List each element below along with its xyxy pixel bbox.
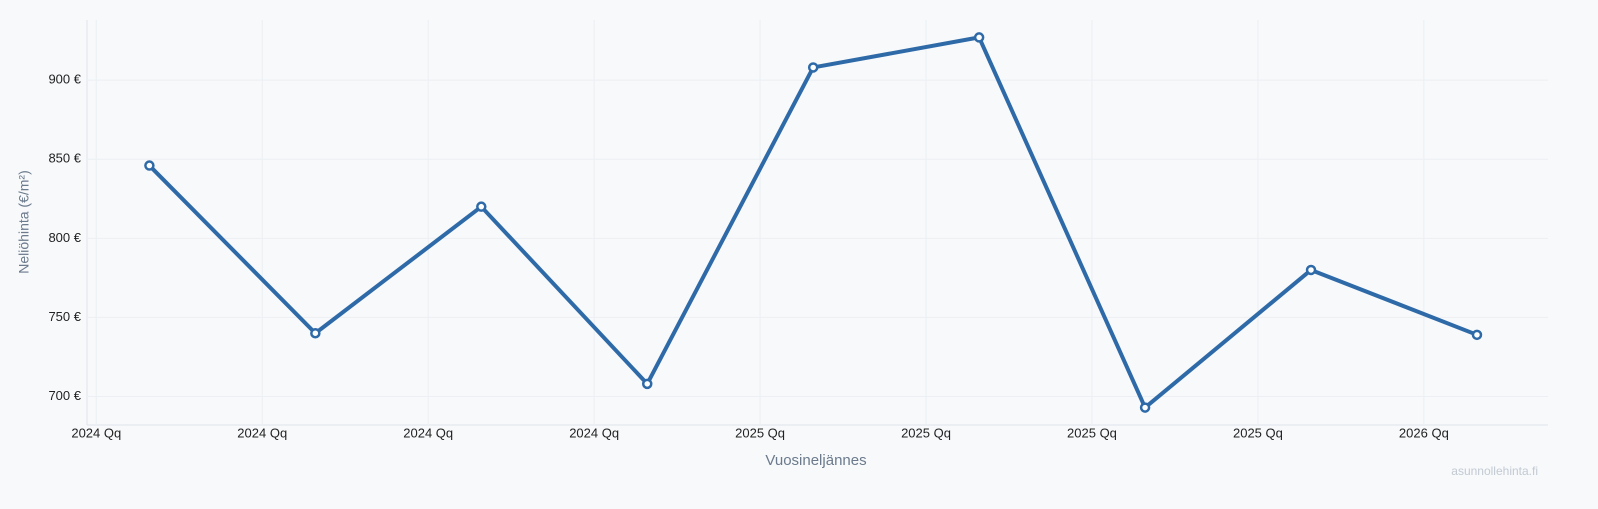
watermark: asunnollehinta.fi: [1451, 464, 1538, 478]
x-tick-label: 2024 Qq: [237, 425, 287, 440]
y-tick-label: 700 €: [48, 388, 81, 403]
x-tick-label: 2024 Qq: [403, 425, 453, 440]
point: [1471, 329, 1483, 341]
y-tick-label: 750 €: [48, 309, 81, 324]
x-axis-title: Vuosineljännes: [765, 452, 866, 469]
y-tick-label: 850 €: [48, 151, 81, 166]
y-axis-title: Neliöhinta (€/m²): [16, 170, 32, 273]
y-tick-label: 900 €: [48, 72, 81, 87]
point: [973, 32, 985, 43]
x-tick-label: 2025 Qq: [1233, 425, 1283, 440]
point: [641, 378, 653, 390]
point: [144, 160, 155, 171]
point: [807, 62, 819, 73]
x-tick-label: 2024 Qq: [71, 425, 121, 440]
x-tick-label: 2024 Qq: [569, 425, 619, 440]
point: [1305, 264, 1317, 276]
x-tick-label: 2025 Qq: [735, 425, 785, 440]
x-tick-label: 2026 Qq: [1399, 425, 1449, 440]
y-tick-label: 800 €: [48, 230, 81, 245]
x-tick-label: 2025 Qq: [1067, 425, 1117, 440]
point: [1139, 402, 1151, 413]
point: [310, 327, 321, 339]
x-tick-label: 2025 Qq: [901, 425, 951, 440]
point: [476, 201, 487, 212]
